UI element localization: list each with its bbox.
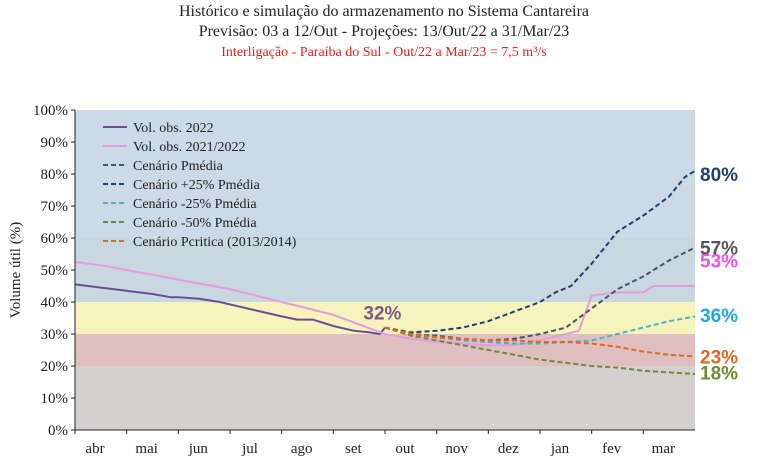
band-1: [75, 334, 695, 366]
y-tick-label: 20%: [41, 359, 69, 375]
x-tick-label: mai: [135, 441, 158, 457]
legend-entry: Vol. obs. 2022: [133, 121, 214, 136]
legend-entry: Vol. obs. 2021/2022: [133, 140, 246, 155]
x-tick-label: abr: [85, 441, 104, 457]
y-tick-label: 0%: [48, 423, 68, 439]
x-tick-label: mar: [652, 441, 675, 457]
x-tick-label: jan: [550, 441, 570, 457]
y-tick-label: 50%: [41, 263, 69, 279]
x-tick-label: nov: [445, 441, 468, 457]
x-tick-label: jul: [241, 441, 258, 457]
x-tick-label: jun: [188, 441, 209, 457]
legend-entry: Cenário -25% Pmédia: [133, 197, 257, 212]
series-line-0: [74, 283, 386, 335]
legend-entry: Cenário +25% Pmédia: [133, 178, 261, 193]
end-value-label: 36%: [700, 306, 738, 327]
series-line-3: [384, 169, 696, 334]
y-tick-label: 70%: [41, 199, 69, 215]
x-tick-label: out: [395, 441, 415, 457]
series-line-1: [74, 261, 695, 347]
annotation-label: 32%: [363, 304, 401, 325]
y-tick-label: 80%: [41, 167, 69, 183]
y-tick-label: 40%: [41, 295, 69, 311]
y-tick-label: 10%: [41, 391, 69, 407]
legend-entry: Cenário -50% Pmédia: [133, 216, 257, 231]
y-tick-label: 60%: [41, 231, 69, 247]
band-3: [75, 238, 695, 302]
end-value-label: 57%: [700, 239, 738, 260]
x-tick-label: ago: [291, 441, 313, 457]
y-tick-label: 90%: [41, 135, 69, 151]
band-0: [75, 366, 695, 430]
x-tick-label: fev: [602, 441, 622, 457]
end-value-label: 23%: [700, 347, 738, 368]
series-line-6: [384, 326, 696, 358]
band-4: [75, 110, 695, 238]
y-tick-label: 100%: [33, 103, 68, 119]
legend-entry: Cenário Pmédia: [133, 159, 224, 174]
y-axis-label: Volume útil (%): [8, 222, 24, 318]
x-tick-label: set: [345, 441, 362, 457]
y-tick-label: 30%: [41, 327, 69, 343]
legend-entry: Cenário Pcritica (2013/2014): [133, 235, 297, 250]
end-value-label: 53%: [700, 251, 738, 272]
chart-note: Interligação - Paraíba do Sul - Out/22 a…: [221, 45, 547, 60]
series-line-2: [384, 246, 696, 342]
chart-subtitle: Previsão: 03 a 12/Out - Projeções: 13/Ou…: [198, 23, 570, 40]
chart-title: Histórico e simulação do armazenamento n…: [178, 3, 590, 20]
x-tick-label: dez: [498, 441, 519, 457]
end-value-label: 80%: [700, 165, 738, 186]
end-value-label: 18%: [700, 363, 738, 384]
